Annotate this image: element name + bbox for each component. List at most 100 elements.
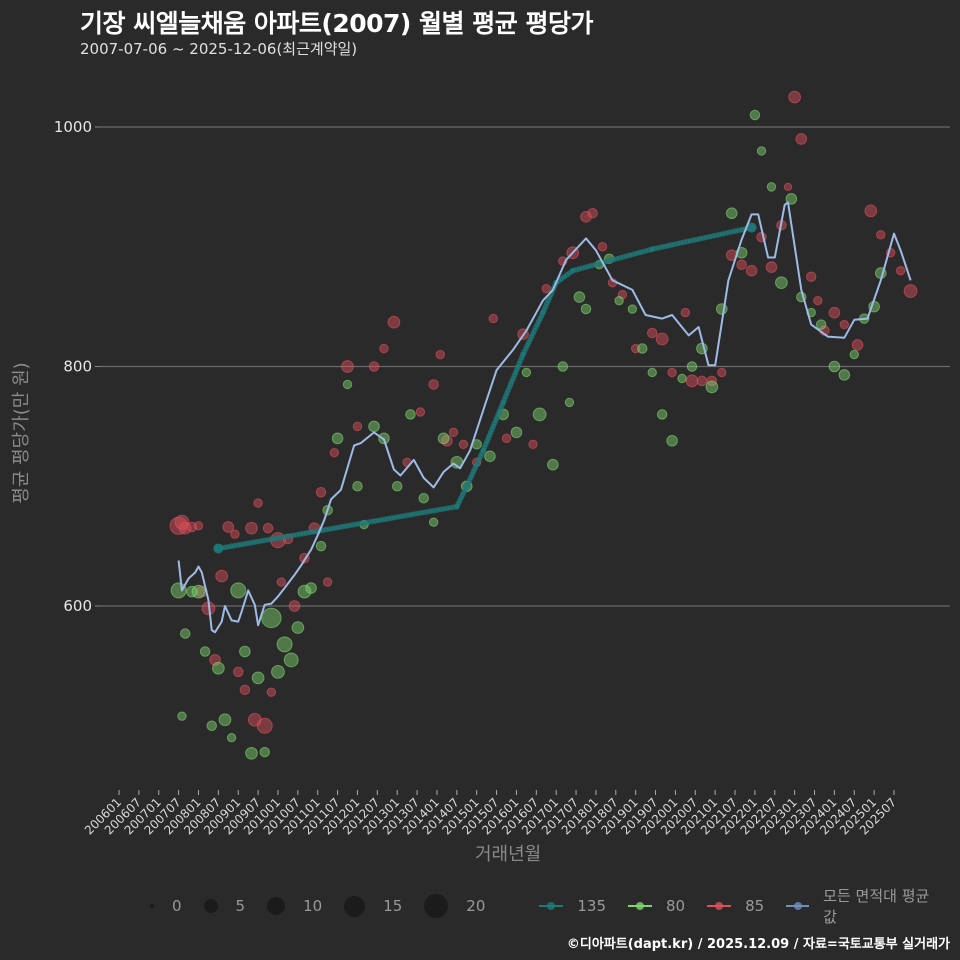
point-85: [696, 375, 708, 387]
legend-series-80: 80: [628, 897, 699, 915]
point-80: [838, 369, 851, 381]
average-line: [177, 201, 912, 634]
point-85: [783, 182, 793, 192]
legend-label: 20: [466, 897, 486, 915]
green-line-key-icon: [628, 902, 653, 910]
point-80: [484, 450, 496, 463]
point-85: [528, 439, 538, 450]
point-80: [666, 434, 678, 447]
point-85: [828, 306, 841, 319]
point-85: [322, 577, 333, 587]
point-85: [193, 521, 204, 531]
chart-title: 기장 씨엘늘채움 아파트(2007) 월별 평균 평당가: [80, 9, 593, 38]
point-80: [647, 367, 657, 378]
point-80: [368, 420, 380, 433]
point-85: [288, 600, 301, 612]
point-80: [677, 373, 687, 384]
point-85: [795, 133, 808, 145]
point-80: [251, 671, 265, 685]
point-80: [342, 379, 353, 390]
point-85: [839, 319, 850, 330]
point-85: [646, 327, 658, 339]
point-85: [788, 90, 801, 104]
teal-line-key-icon: [539, 902, 564, 910]
x-axis-label: 거래년월: [475, 844, 542, 865]
legend-label: 80: [666, 897, 686, 915]
legend-label: 모든 면적대 평균값: [823, 887, 930, 926]
point-85: [501, 433, 512, 444]
point-80: [510, 426, 523, 439]
red-line-key-icon: [707, 902, 732, 910]
point-85: [428, 379, 439, 390]
point-85: [876, 230, 886, 240]
legend-label: 85: [745, 897, 765, 915]
point-85: [352, 421, 363, 432]
point-80: [580, 303, 592, 315]
point-85: [222, 521, 235, 533]
point-80: [627, 304, 638, 314]
chart-subtitle: 2007-07-06 ~ 2025-12-06(최근계약일): [80, 40, 358, 58]
point-80: [259, 746, 270, 758]
legend-label: 10: [303, 897, 323, 915]
point-85: [903, 284, 918, 298]
point-80: [230, 582, 247, 599]
point-85: [851, 339, 864, 351]
point-80: [564, 397, 575, 408]
point-85: [178, 521, 192, 535]
point-85: [736, 259, 747, 270]
point-80: [418, 492, 429, 504]
point-80: [705, 380, 719, 394]
size-dot-icon: [344, 895, 366, 917]
size-dot-icon: [203, 899, 218, 913]
source-caption: ©디아파트(dapt.kr) / 2025.12.09 / 자료=국토교통부 실…: [566, 937, 950, 952]
point-85: [717, 367, 727, 378]
legend-series-135: 135: [539, 897, 620, 915]
legend-series-85: 85: [707, 897, 778, 915]
point-85: [232, 666, 244, 678]
y-tick-label: 800: [63, 358, 92, 376]
point-85: [230, 529, 240, 539]
point-80: [315, 540, 327, 552]
point-80: [391, 481, 403, 492]
point-85: [276, 577, 286, 587]
point-80: [725, 207, 738, 220]
point-80: [212, 661, 225, 675]
point-85: [239, 684, 251, 696]
point-85: [680, 307, 691, 318]
size-dot-icon: [424, 894, 449, 918]
point-80: [828, 360, 841, 373]
point-85: [587, 207, 598, 219]
point-85: [266, 687, 277, 697]
point-80: [305, 582, 317, 594]
point-80: [849, 349, 859, 360]
point-85: [813, 295, 823, 306]
point-80: [206, 720, 217, 731]
point-85: [597, 242, 608, 252]
point-80: [686, 361, 698, 372]
legend-label: 5: [235, 897, 246, 915]
point-80: [785, 193, 798, 205]
point-80: [437, 432, 450, 445]
point-80: [815, 319, 827, 330]
point-80: [614, 295, 624, 306]
point-85: [667, 367, 677, 378]
legend-size-5: 5: [203, 897, 260, 915]
point-80: [428, 517, 439, 527]
point-85: [387, 315, 401, 329]
point-85: [253, 498, 263, 508]
point-80: [532, 407, 547, 422]
size-dot-icon: [267, 897, 286, 915]
legend-label: 0: [172, 897, 182, 915]
point-85: [256, 717, 273, 734]
point-85: [262, 522, 274, 534]
legend-size-0: 0: [150, 897, 196, 915]
point-85: [541, 283, 551, 294]
point-80: [637, 343, 648, 354]
point-85: [488, 313, 498, 324]
point-80: [766, 182, 777, 192]
point-85: [174, 514, 190, 530]
point-85: [368, 361, 380, 372]
legend-series-avg: 모든 면적대 평균값: [786, 885, 952, 927]
point-80: [405, 409, 416, 420]
